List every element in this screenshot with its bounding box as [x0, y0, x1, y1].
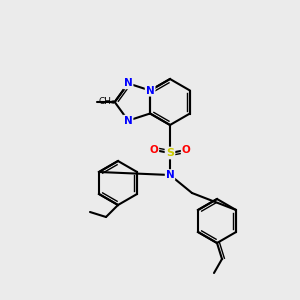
- Text: O: O: [182, 145, 190, 155]
- Text: N: N: [146, 85, 154, 95]
- Text: CH₃: CH₃: [99, 98, 115, 106]
- Text: N: N: [124, 116, 133, 126]
- Text: N: N: [166, 170, 174, 180]
- Text: N: N: [124, 78, 133, 88]
- Text: N: N: [146, 85, 154, 95]
- Text: O: O: [150, 145, 158, 155]
- Text: S: S: [166, 148, 174, 158]
